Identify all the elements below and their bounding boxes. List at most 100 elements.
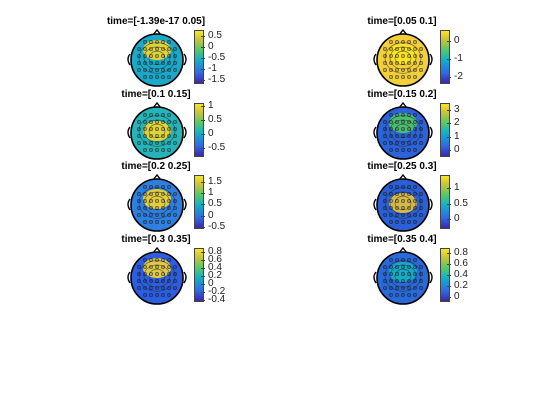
electrode-marker	[137, 61, 141, 65]
electrode-marker	[149, 258, 153, 262]
colorbar-tick-label: 0	[208, 128, 214, 140]
electrode-marker	[413, 148, 417, 152]
electrode-marker	[407, 40, 411, 44]
electrode-marker	[407, 279, 411, 283]
electrode-marker	[143, 141, 147, 145]
electrode-marker	[389, 141, 393, 145]
head-outline	[130, 178, 184, 232]
electrode-marker	[395, 192, 399, 196]
electrode-marker	[137, 199, 141, 203]
electrode-marker	[401, 75, 405, 79]
electrode-marker	[137, 192, 141, 196]
electrode-marker	[155, 199, 159, 203]
electrode-marker	[395, 141, 399, 145]
electrode-marker	[389, 206, 393, 210]
colorbar-tick-label: 0	[208, 41, 214, 53]
electrode-marker	[155, 279, 159, 283]
colorbar-tick-label: -1.5	[208, 73, 226, 85]
electrode-marker	[401, 293, 405, 297]
electrode-marker	[413, 54, 417, 58]
left-ear	[127, 53, 131, 66]
electrode-marker	[143, 199, 147, 203]
electrode-marker	[173, 265, 177, 269]
electrode-marker	[389, 75, 393, 79]
electrode-marker	[389, 279, 393, 283]
electrode-marker	[137, 127, 141, 131]
electrode-marker	[161, 293, 165, 297]
colorbar-tick-mark	[447, 123, 451, 125]
colorbar	[194, 248, 204, 302]
electrode-marker	[389, 265, 393, 269]
electrode-marker	[407, 47, 411, 51]
colorbar-tick-label: 0.5	[208, 198, 222, 210]
colorbar-tick-label: -1	[454, 52, 463, 64]
electrode-marker	[167, 54, 171, 58]
electrode-marker	[149, 206, 153, 210]
electrode-marker	[395, 213, 399, 217]
electrode-marker	[149, 272, 153, 276]
electrode-marker	[401, 272, 405, 276]
electrode-marker	[167, 47, 171, 51]
electrode-marker	[413, 272, 417, 276]
colorbar-tick-label: 1	[208, 187, 214, 198]
electrode-marker	[161, 265, 165, 269]
colorbar-ticks: 0.8 0.6 0.4 0.2 0	[447, 248, 494, 302]
electrode-marker	[395, 258, 399, 262]
electrode-marker	[419, 279, 423, 283]
electrode-marker	[143, 40, 147, 44]
electrode-marker	[395, 206, 399, 210]
electrode-marker	[413, 61, 417, 65]
electrode-marker	[173, 54, 177, 58]
colorbar-tick-label: 1.5	[208, 175, 222, 187]
electrode-marker	[419, 54, 423, 58]
electrode-marker	[407, 272, 411, 276]
electrode-marker	[143, 120, 147, 124]
electrode-marker	[389, 68, 393, 72]
electrode-marker	[137, 265, 141, 269]
head-outline	[130, 33, 184, 87]
colorbar-tick-mark	[447, 219, 451, 221]
electrode-marker	[395, 127, 399, 131]
head-outline	[376, 106, 430, 160]
electrode-marker	[419, 134, 423, 138]
panel-title: time=[0.05 0.1]	[367, 16, 437, 27]
contour-line	[384, 42, 422, 74]
electrode-marker	[161, 279, 165, 283]
electrode-marker	[401, 61, 405, 65]
electrode-marker	[407, 148, 411, 152]
colorbar-tick-mark	[447, 58, 451, 60]
electrode-marker	[419, 199, 423, 203]
colorbar-tick-mark	[447, 275, 451, 276]
electrode-marker	[149, 40, 153, 44]
electrode-marker	[383, 286, 387, 290]
electrode-marker	[173, 206, 177, 210]
electrode-marker	[149, 127, 153, 131]
colorbar-ticks: 1 0.5 0 -0.5	[201, 100, 248, 157]
electrode-marker	[167, 141, 171, 145]
electrode-marker	[137, 68, 141, 72]
electrode-marker	[401, 192, 405, 196]
electrode-marker	[137, 54, 141, 58]
colorbar-tick-label: 0.2	[208, 270, 222, 281]
colorbar-tick-mark	[447, 296, 451, 298]
colorbar-tick-mark	[201, 148, 205, 150]
scalp-map	[373, 101, 433, 160]
electrode-marker	[383, 47, 387, 51]
panel-title: time=[0.2 0.25]	[121, 161, 191, 172]
colorbar-tick-mark	[447, 203, 451, 205]
electrode-marker	[161, 213, 165, 217]
colorbar-tick-mark	[201, 276, 205, 277]
electrode-marker	[395, 61, 399, 65]
topoplot-panel: time=[0.35 0.4] 0.8 0.6 0.4 0.2 0	[340, 234, 560, 306]
electrode-marker	[149, 47, 153, 51]
electrode-marker	[401, 120, 405, 124]
electrode-marker	[149, 185, 153, 189]
colorbar-tick-label: 3	[454, 103, 460, 115]
electrode-marker	[413, 265, 417, 269]
electrode-marker	[167, 286, 171, 290]
electrode-marker	[419, 68, 423, 72]
electrode-marker	[167, 199, 171, 203]
electrode-marker	[401, 265, 405, 269]
colorbar-tick-mark	[201, 204, 205, 206]
electrode-marker	[413, 185, 417, 189]
